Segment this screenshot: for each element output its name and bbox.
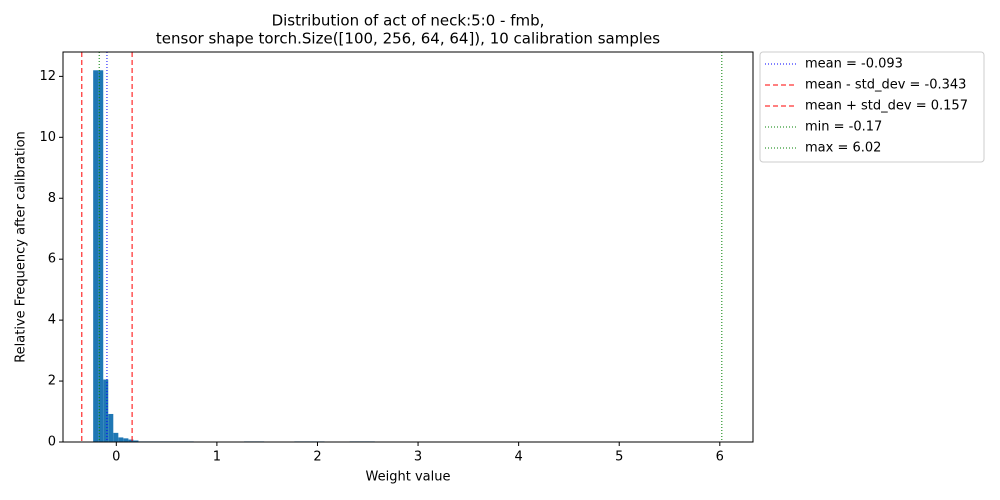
- y-axis-label: Relative Frequency after calibration: [14, 131, 29, 363]
- legend-label: mean - std_dev = -0.343: [805, 78, 966, 93]
- chart-title: Distribution of act of neck:5:0 - fmb,: [272, 12, 545, 30]
- bar: [128, 439, 134, 442]
- y-tick-label: 0: [48, 435, 56, 450]
- bar: [98, 70, 104, 442]
- x-tick-label: 3: [414, 450, 422, 465]
- y-tick-label: 10: [39, 130, 56, 145]
- bar: [113, 432, 119, 442]
- bar: [118, 437, 124, 442]
- x-tick-label: 6: [716, 450, 724, 465]
- axes-frame: [62, 51, 754, 443]
- x-tick-label: 2: [313, 450, 321, 465]
- legend-label: max = 6.02: [805, 141, 881, 156]
- y-tick-label: 12: [39, 69, 56, 84]
- y-tick-label: 6: [48, 252, 56, 267]
- x-tick-label: 1: [213, 450, 221, 465]
- bar: [123, 438, 129, 442]
- y-tick-label: 8: [48, 191, 56, 206]
- bar: [103, 379, 109, 442]
- x-tick-label: 0: [112, 450, 120, 465]
- x-axis-label: Weight value: [366, 470, 451, 485]
- x-tick-label: 4: [515, 450, 523, 465]
- bar: [93, 70, 99, 442]
- legend-box: [759, 51, 985, 163]
- y-tick-label: 2: [48, 374, 56, 389]
- legend: mean = -0.093 mean - std_dev = -0.343 mean…: [765, 57, 968, 156]
- x-tick-label: 5: [615, 450, 623, 465]
- legend-label: mean + std_dev = 0.157: [805, 99, 968, 114]
- chart-subtitle: tensor shape torch.Size([100, 256, 64, 6…: [156, 30, 660, 48]
- legend-label: mean = -0.093: [805, 57, 903, 72]
- legend-label: min = -0.17: [805, 120, 882, 135]
- bar: [108, 413, 114, 442]
- bar: [133, 440, 139, 442]
- y-tick-label: 4: [48, 313, 56, 328]
